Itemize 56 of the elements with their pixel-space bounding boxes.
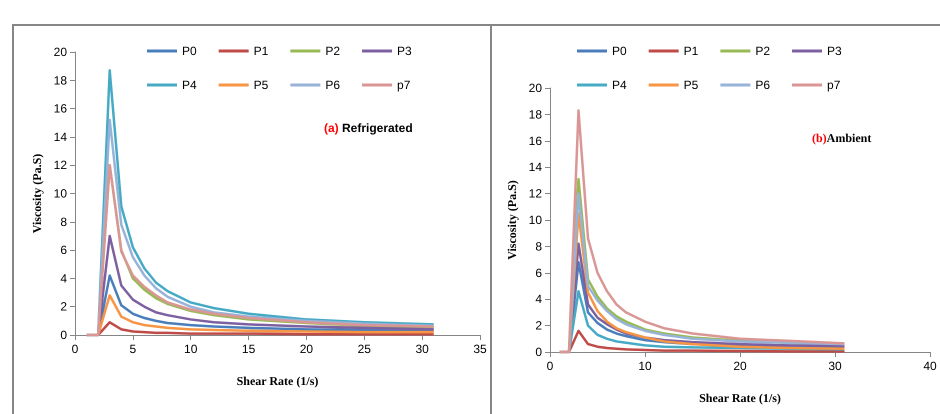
x-tick-label: 10 [184, 342, 198, 356]
x-tick-label: 20 [733, 359, 747, 373]
y-tick-label: 18 [528, 107, 542, 122]
x-tick-label: 25 [358, 342, 372, 356]
legend-label: P5 [684, 78, 699, 92]
y-tick-label: 2 [535, 318, 542, 333]
x-axis-title: Shear Rate (1/s) [236, 374, 318, 388]
legend-label: P5 [254, 78, 269, 92]
legend-label: P2 [325, 44, 340, 58]
legend-label: P2 [755, 44, 770, 58]
y-tick-label: 12 [528, 186, 542, 201]
y-tick-label: 10 [528, 213, 542, 227]
legend-label: p7 [827, 78, 841, 92]
y-tick-label: 10 [54, 186, 68, 200]
legend-label: P6 [755, 78, 770, 92]
y-tick-label: 6 [60, 243, 68, 258]
legend-label: P1 [254, 44, 269, 58]
legend-label: P3 [827, 44, 842, 58]
legend-label: P6 [325, 78, 340, 92]
y-axis-title: Viscosity (Pa.S) [504, 180, 519, 260]
y-axis-title: Viscosity (Pa.S) [30, 154, 44, 234]
legend-label: P4 [182, 78, 198, 92]
x-tick-label: 0 [546, 359, 554, 373]
legend-label: P0 [182, 44, 198, 58]
y-tick-label: 8 [60, 214, 68, 229]
legend-label: P1 [684, 44, 699, 58]
y-tick-label: 4 [60, 271, 68, 286]
y-tick-label: 6 [535, 266, 542, 280]
annotation: (a) Refrigerated [324, 121, 413, 135]
legend-label: p7 [397, 78, 411, 92]
x-tick-label: 10 [638, 359, 652, 373]
y-tick-label: 0 [60, 328, 68, 342]
x-tick-label: 5 [130, 342, 137, 356]
x-tick-label: 30 [415, 342, 430, 356]
x-tick-label: 30 [828, 359, 842, 373]
y-tick-label: 12 [54, 158, 68, 172]
x-tick-label: 15 [242, 342, 256, 356]
y-tick-label: 2 [60, 300, 68, 314]
x-tick-label: 35 [473, 342, 487, 356]
y-tick-label: 20 [528, 81, 542, 95]
legend-label: P0 [612, 44, 628, 58]
y-tick-label: 14 [528, 160, 542, 174]
y-tick-label: 16 [528, 134, 542, 148]
y-tick-label: 8 [535, 239, 542, 254]
x-axis-title: Shear Rate (1/s) [699, 391, 781, 405]
x-tick-label: 40 [923, 359, 937, 373]
y-tick-label: 20 [54, 45, 68, 59]
y-tick-label: 4 [535, 292, 542, 306]
x-tick-label: 20 [300, 342, 314, 356]
annotation: (b)Ambient [812, 131, 872, 145]
y-tick-label: 14 [54, 130, 68, 144]
y-tick-label: 16 [54, 102, 68, 116]
y-tick-label: 18 [54, 73, 68, 88]
legend-label: P4 [612, 78, 628, 92]
legend-label: P3 [397, 44, 412, 58]
x-tick-label: 0 [72, 342, 79, 356]
